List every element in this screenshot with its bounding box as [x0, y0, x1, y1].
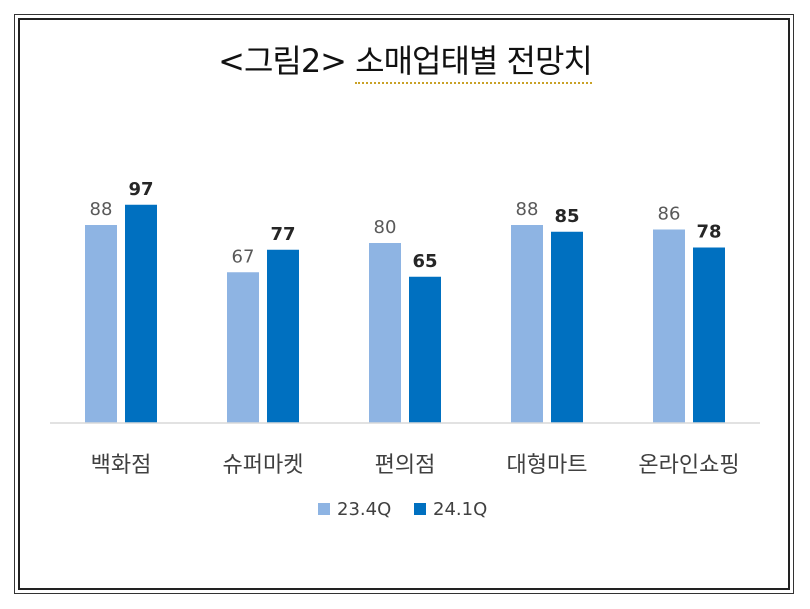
data-label-24.1Q-슈퍼마켓: 77 [270, 224, 295, 245]
category-label-편의점: 편의점 [375, 453, 436, 478]
data-label-24.1Q-백화점: 97 [128, 179, 153, 200]
data-label-23.4Q-편의점: 80 [374, 217, 397, 238]
category-label-대형마트: 대형마트 [507, 453, 588, 478]
bar-23.4Q-편의점 [369, 243, 401, 423]
outer-border [14, 14, 794, 594]
inner-border [18, 18, 790, 590]
legend-label-24.1Q: 24.1Q [433, 499, 487, 520]
bar-24.1Q-온라인쇼핑 [693, 247, 725, 423]
data-label-24.1Q-온라인쇼핑: 78 [696, 222, 721, 243]
data-label-23.4Q-온라인쇼핑: 86 [658, 204, 681, 225]
bar-23.4Q-슈퍼마켓 [227, 272, 259, 423]
legend-swatch-23.4Q [318, 503, 330, 515]
data-label-24.1Q-대형마트: 85 [554, 206, 579, 227]
data-label-23.4Q-대형마트: 88 [516, 199, 539, 220]
chart-title: <그림2> 소매업태별 전망치 [0, 36, 810, 84]
legend-swatch-24.1Q [414, 503, 426, 515]
data-label-23.4Q-슈퍼마켓: 67 [232, 246, 255, 267]
legend-label-23.4Q: 23.4Q [337, 499, 391, 520]
category-label-온라인쇼핑: 온라인쇼핑 [638, 453, 739, 478]
bar-24.1Q-슈퍼마켓 [267, 249, 299, 423]
bar-23.4Q-백화점 [85, 225, 117, 423]
data-label-24.1Q-편의점: 65 [412, 251, 437, 272]
bar-23.4Q-온라인쇼핑 [653, 229, 685, 423]
title-figure-number: <그림2> [218, 42, 347, 80]
bar-24.1Q-대형마트 [551, 231, 583, 423]
data-label-23.4Q-백화점: 88 [90, 199, 113, 220]
bar-24.1Q-백화점 [125, 204, 157, 423]
category-label-슈퍼마켓: 슈퍼마켓 [223, 453, 304, 478]
bar-24.1Q-편의점 [409, 276, 441, 423]
category-label-백화점: 백화점 [91, 453, 152, 478]
bar-23.4Q-대형마트 [511, 225, 543, 423]
title-text: 소매업태별 전망치 [355, 42, 593, 84]
